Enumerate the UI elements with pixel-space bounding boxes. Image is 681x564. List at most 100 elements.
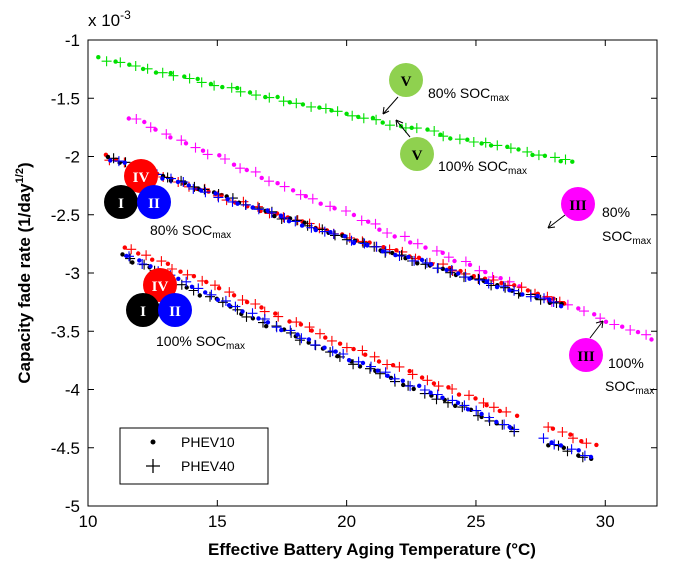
data-point-phev10 [287, 319, 292, 324]
data-point-phev10 [168, 70, 173, 76]
data-point-phev10 [479, 141, 484, 146]
data-point-phev40 [557, 427, 568, 437]
data-point-phev10 [127, 62, 132, 67]
y-tick-label: -1 [65, 31, 80, 50]
annotation-iii-80-main: SOC [602, 228, 632, 244]
data-point-phev10 [153, 127, 158, 132]
annotation-i-ii-iv-100-text: 100% SOCmax [156, 333, 245, 352]
y-tick-label: -3 [65, 264, 80, 283]
data-point-phev10 [244, 299, 250, 305]
data-point-phev10 [225, 197, 230, 202]
data-point-phev10 [337, 341, 343, 346]
data-point-phev40 [145, 122, 156, 133]
data-point-phev10 [446, 385, 451, 390]
data-point-phev10 [558, 304, 564, 309]
data-point-phev10 [299, 223, 305, 228]
data-point-phev40 [371, 114, 382, 125]
badge-v-80-label: V [401, 74, 412, 90]
data-point-phev40 [432, 263, 443, 274]
data-point-phev40 [380, 246, 391, 257]
data-point-phev10 [309, 328, 314, 333]
data-point-phev40 [356, 215, 367, 226]
data-point-phev40 [384, 120, 395, 131]
annotation-iii-80-line2: SOCmax [602, 228, 651, 247]
badge-ii-80 [137, 185, 171, 219]
badge-i-100 [126, 293, 160, 327]
data-point-phev10 [542, 153, 548, 158]
data-point-phev40 [577, 452, 588, 463]
data-point-phev40 [157, 67, 168, 78]
annotation-iii-100-line1: 100% [608, 355, 644, 371]
data-point-phev10 [588, 454, 594, 460]
data-point-phev10 [419, 257, 425, 263]
data-point-phev40 [279, 181, 290, 192]
data-point-phev40 [375, 368, 385, 379]
y-axis-label-close: ) [15, 162, 34, 168]
data-point-phev40 [237, 295, 248, 305]
data-point-phev10 [558, 443, 564, 448]
data-point-phev40 [369, 351, 380, 362]
data-point-phev40 [548, 297, 559, 307]
badge-ii-100 [158, 293, 192, 327]
data-point-phev40 [550, 152, 560, 163]
legend-box [119, 427, 269, 485]
data-point-phev40 [549, 439, 560, 450]
annotation-iii-80-sub: max [632, 236, 651, 247]
data-point-phev10 [547, 297, 552, 302]
data-point-phev40 [210, 280, 220, 291]
data-point-phev10 [298, 322, 304, 327]
data-point-phev10 [579, 439, 584, 444]
data-point-phev10 [440, 395, 445, 400]
data-point-phev40 [315, 328, 325, 339]
data-point-phev40 [113, 156, 124, 167]
y-tick-label: -1.5 [51, 89, 80, 108]
data-point-phev40 [409, 255, 420, 266]
data-point-phev40 [365, 363, 375, 374]
data-point-phev10 [130, 260, 135, 265]
data-point-phev40 [488, 402, 499, 413]
arrow-iii-100 [589, 320, 604, 339]
data-point-phev10 [231, 162, 237, 167]
data-point-phev10 [620, 324, 625, 329]
data-point-phev40 [499, 419, 510, 430]
badge-iv-100 [143, 268, 177, 302]
data-point-phev10 [195, 76, 200, 82]
data-point-phev10 [363, 352, 368, 357]
data-point-phev10 [428, 390, 433, 395]
annotation-v-100-sub: max [508, 166, 527, 177]
y-tick-label: -4.5 [51, 439, 80, 458]
data-point-phev40 [291, 215, 302, 226]
data-point-phev10 [409, 125, 414, 130]
data-point-phev10 [351, 346, 356, 352]
data-point-phev40 [484, 412, 494, 423]
data-point-phev10 [113, 59, 118, 64]
data-point-phev10 [206, 189, 211, 194]
data-point-phev10 [393, 252, 398, 258]
data-point-phev40 [141, 250, 152, 261]
data-point-phev10 [259, 175, 264, 181]
data-point-phev40 [220, 154, 230, 164]
data-point-phev10 [351, 240, 357, 246]
data-point-phev40 [474, 265, 485, 276]
data-point-phev40 [562, 446, 573, 457]
data-point-phev40 [500, 282, 511, 293]
data-point-phev40 [431, 394, 442, 405]
data-point-phev10 [419, 375, 425, 380]
annotation-i-ii-iv-80-main: 80% SOC [150, 222, 212, 238]
data-point-phev40 [538, 433, 549, 444]
x-tick-label: 15 [208, 512, 227, 531]
data-point-phev10 [423, 245, 428, 250]
data-point-phev40 [156, 256, 167, 267]
data-point-phev40 [285, 325, 296, 336]
data-point-phev10 [375, 368, 380, 373]
data-point-phev40 [579, 450, 590, 461]
data-point-phev40 [394, 251, 405, 261]
data-point-phev10 [303, 194, 308, 199]
data-point-phev40 [516, 282, 527, 293]
data-point-phev40 [142, 63, 153, 74]
data-point-phev10 [576, 448, 581, 453]
data-point-phev40 [278, 96, 289, 107]
data-point-phev10 [473, 396, 478, 401]
data-point-phev10 [520, 292, 525, 297]
data-point-phev10 [366, 219, 371, 224]
